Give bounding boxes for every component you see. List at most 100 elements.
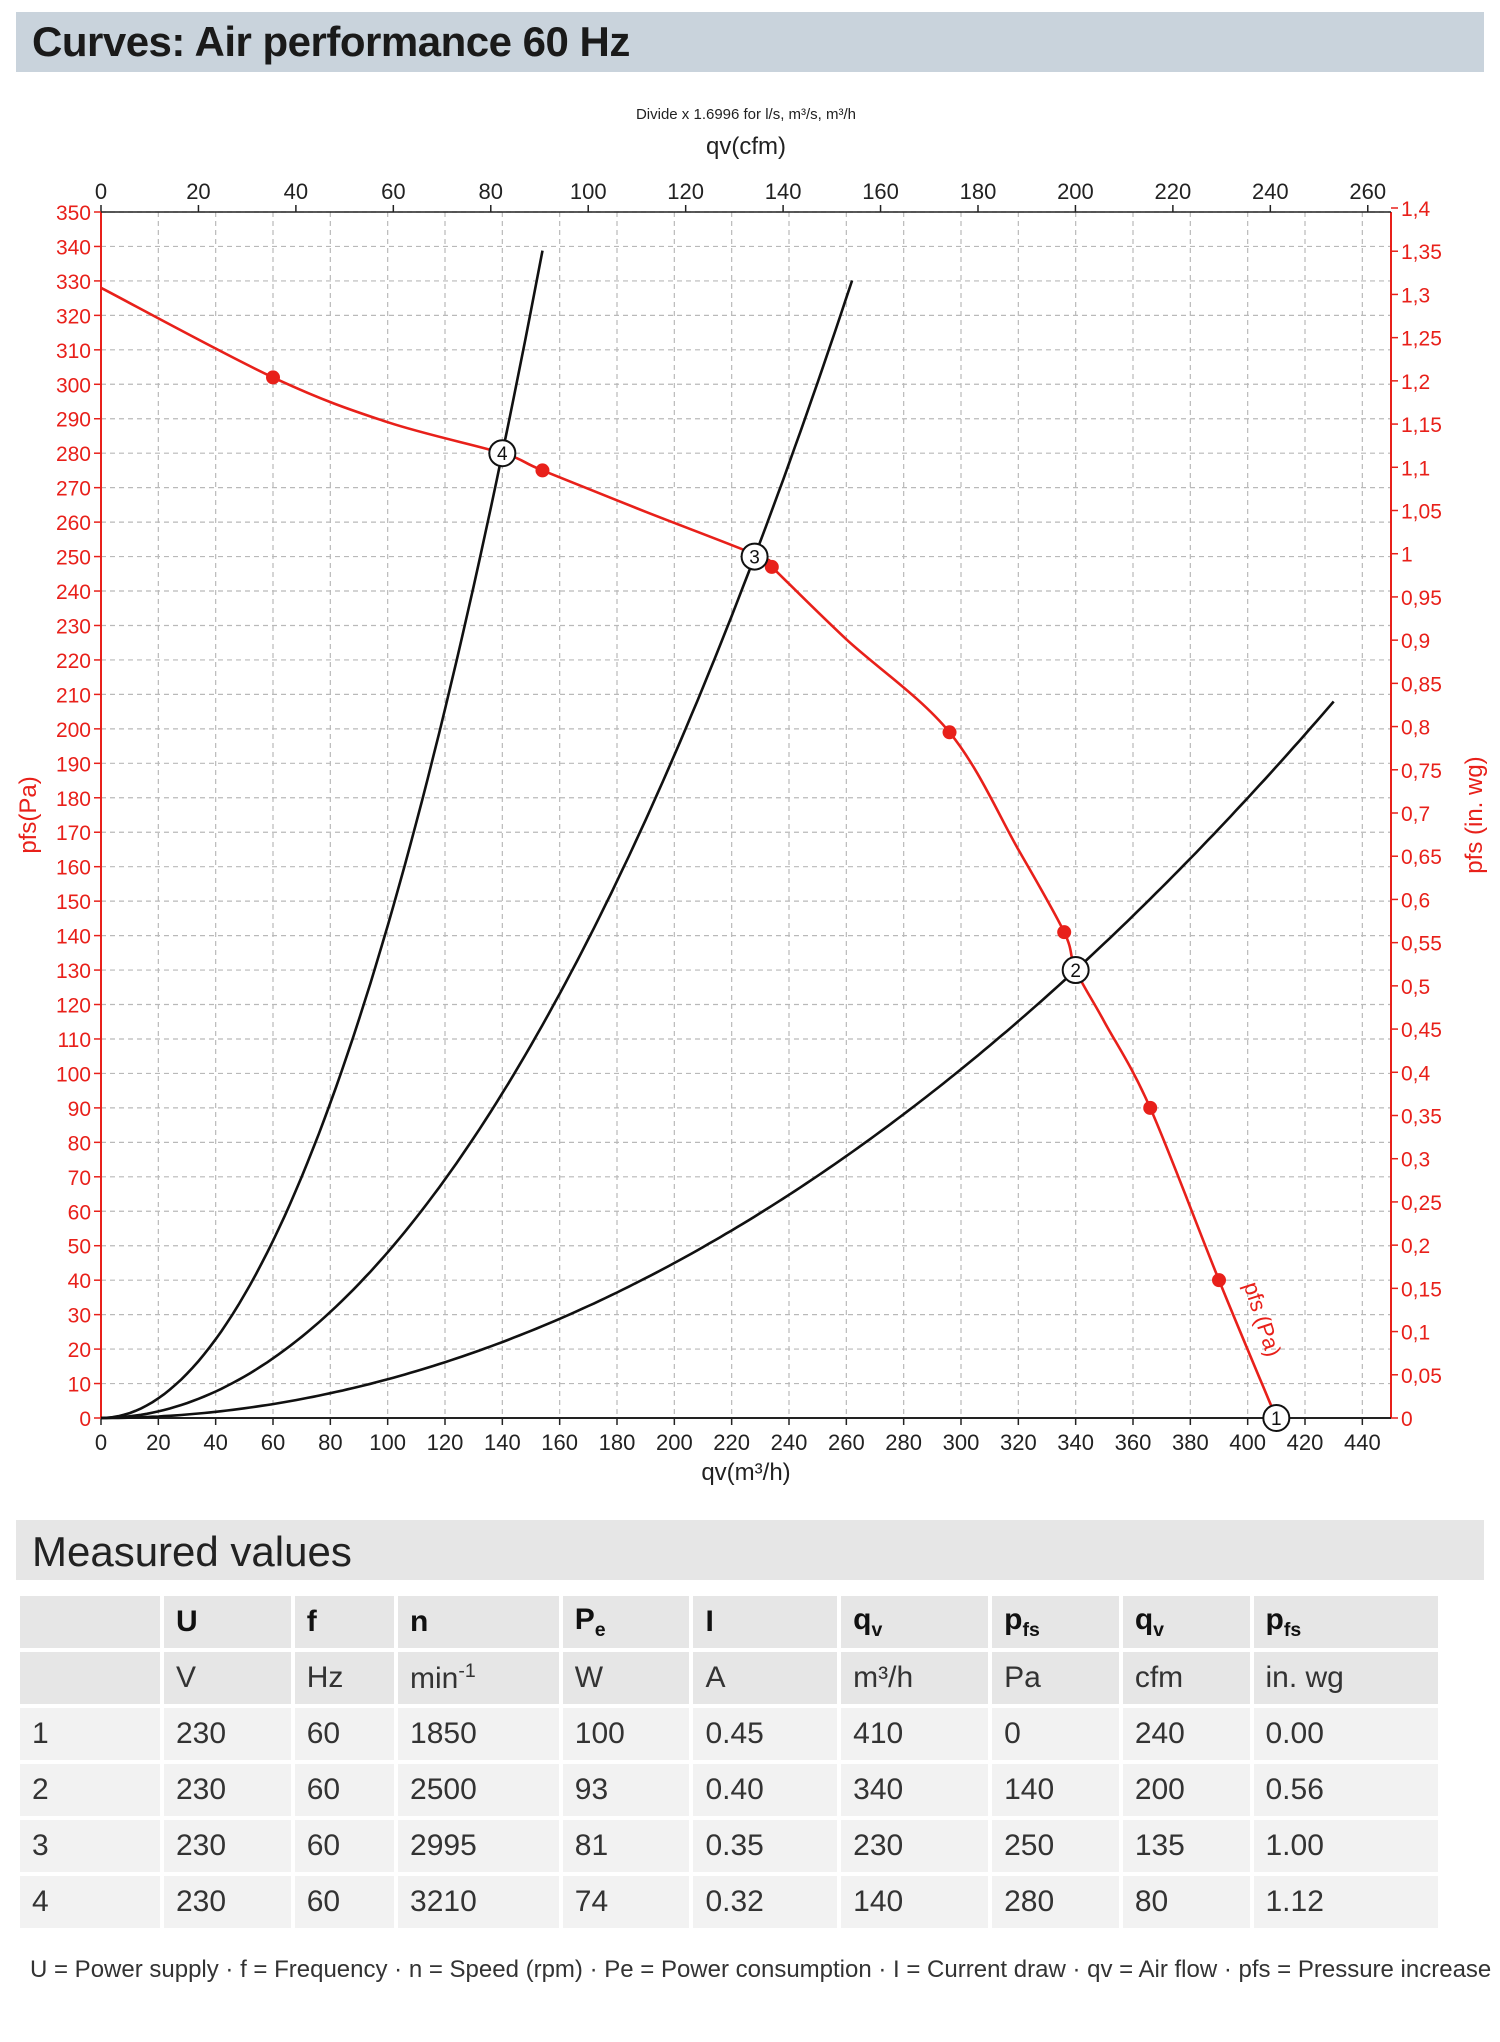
top-tick-label: 180 xyxy=(960,179,997,204)
y-tick-label: 20 xyxy=(68,1339,91,1362)
right-tick-label: 0,1 xyxy=(1401,1322,1430,1345)
table-units-cell: A xyxy=(693,1652,838,1704)
table-cell: 0.40 xyxy=(693,1764,838,1816)
table-row: 1 230 60 1850 100 0.45 410 0 240 0.00 xyxy=(20,1708,1438,1760)
y-tick-label: 130 xyxy=(56,960,91,983)
y-tick-label: 50 xyxy=(68,1236,91,1259)
page-title: Curves: Air performance 60 Hz xyxy=(32,18,630,65)
y-tick-label: 110 xyxy=(58,1029,91,1052)
y-tick-label: 270 xyxy=(56,478,91,501)
x-tick-label: 60 xyxy=(261,1430,285,1455)
right-tick-label: 1,35 xyxy=(1401,241,1442,264)
top-tick-label: 40 xyxy=(284,179,308,204)
y-tick-label: 280 xyxy=(56,443,91,466)
y-tick-label: 140 xyxy=(56,926,91,949)
x-tick-label: 320 xyxy=(1000,1430,1037,1455)
right-tick-label: 0,4 xyxy=(1401,1062,1431,1085)
x-tick-label: 440 xyxy=(1344,1430,1381,1455)
x-tick-label: 280 xyxy=(885,1430,922,1455)
table-cell: 60 xyxy=(294,1764,395,1816)
table-cell: 100 xyxy=(562,1708,690,1760)
y-tick-label: 180 xyxy=(56,788,91,811)
table-cell: 60 xyxy=(294,1876,395,1928)
y-tick-label: 170 xyxy=(56,822,91,845)
top-tick-label: 260 xyxy=(1349,179,1386,204)
y-tick-label: 350 xyxy=(56,202,91,225)
right-tick-label: 0,6 xyxy=(1401,889,1430,912)
right-tick-label: 0,15 xyxy=(1401,1278,1442,1301)
measured-values-header: Measured values xyxy=(16,1520,1484,1580)
y-tick-label: 160 xyxy=(56,857,91,880)
table-cell: 93 xyxy=(562,1764,690,1816)
table-row: 2 230 60 2500 93 0.40 340 140 200 0.56 xyxy=(20,1764,1438,1816)
table-cell: 0.45 xyxy=(693,1708,838,1760)
system-curve xyxy=(100,280,854,1420)
table-header-cell: pfs xyxy=(1253,1596,1438,1648)
x-tick-label: 100 xyxy=(369,1430,406,1455)
right-tick-label: 0,45 xyxy=(1401,1019,1442,1042)
table-cell: 1850 xyxy=(398,1708,559,1760)
x-tick-label: 380 xyxy=(1172,1430,1209,1455)
table-cell: 2995 xyxy=(398,1820,559,1872)
table-cell: 3 xyxy=(20,1820,160,1872)
operating-point-1 xyxy=(1262,1404,1291,1432)
table-cell: 230 xyxy=(841,1820,989,1872)
system-curve xyxy=(101,700,1335,1420)
x-tick-label: 160 xyxy=(541,1430,578,1455)
table-cell: 200 xyxy=(1122,1764,1250,1816)
table-cell: 1 xyxy=(20,1708,160,1760)
table-cell: 140 xyxy=(841,1876,989,1928)
top-tick-label: 100 xyxy=(570,179,607,204)
table-cell: 4 xyxy=(20,1876,160,1928)
table-units-cell: W xyxy=(562,1652,690,1704)
y-tick-label: 320 xyxy=(56,305,91,328)
right-tick-label: 1,25 xyxy=(1401,328,1442,351)
y-tick-label: 80 xyxy=(68,1132,91,1155)
y-tick-label: 290 xyxy=(56,409,91,432)
table-cell: 230 xyxy=(164,1876,291,1928)
table-cell: 410 xyxy=(841,1708,989,1760)
right-tick-label: 1,05 xyxy=(1401,501,1442,524)
y-tick-label: 200 xyxy=(56,719,91,742)
y-tick-label: 230 xyxy=(56,615,91,638)
table-cell: 81 xyxy=(562,1820,690,1872)
right-tick-label: 0 xyxy=(1401,1408,1413,1431)
y-axis-label-right: pfs (in. wg) xyxy=(1461,756,1488,873)
x-tick-label: 300 xyxy=(943,1430,980,1455)
operating-point-label: 2 xyxy=(1070,961,1081,982)
right-tick-label: 1,4 xyxy=(1401,198,1431,221)
system-curve xyxy=(100,250,544,1420)
table-units-cell: in. wg xyxy=(1253,1652,1438,1704)
right-tick-label: 0,05 xyxy=(1401,1365,1442,1388)
table-units-cell: Hz xyxy=(294,1652,395,1704)
y-tick-label: 190 xyxy=(56,753,91,776)
top-tick-label: 140 xyxy=(765,179,802,204)
table-units-cell: V xyxy=(164,1652,291,1704)
top-axis-label: qv(cfm) xyxy=(706,133,786,160)
table-cell: 280 xyxy=(992,1876,1119,1928)
y-axis-label-left: pfs(Pa) xyxy=(15,776,42,853)
page-header: Curves: Air performance 60 Hz xyxy=(16,12,1484,72)
table-cell: 1.12 xyxy=(1253,1876,1438,1928)
operating-point-label: 4 xyxy=(497,444,508,465)
operating-point-4 xyxy=(488,439,517,468)
right-tick-label: 1,15 xyxy=(1401,414,1442,437)
top-tick-label: 80 xyxy=(479,179,503,204)
table-cell: 74 xyxy=(562,1876,690,1928)
table-cell: 230 xyxy=(164,1764,291,1816)
x-tick-label: 120 xyxy=(427,1430,464,1455)
y-tick-label: 30 xyxy=(68,1305,91,1328)
right-tick-label: 0,75 xyxy=(1401,760,1442,783)
table-header-cell: qv xyxy=(841,1596,989,1648)
x-tick-label: 240 xyxy=(771,1430,808,1455)
right-tick-label: 0,95 xyxy=(1401,587,1442,610)
top-tick-label: 200 xyxy=(1057,179,1094,204)
top-tick-label: 220 xyxy=(1155,179,1192,204)
x-tick-label: 80 xyxy=(318,1430,342,1455)
right-tick-label: 0,55 xyxy=(1401,933,1442,956)
operating-point-3 xyxy=(740,542,769,571)
table-cell: 60 xyxy=(294,1820,395,1872)
y-tick-label: 70 xyxy=(68,1167,91,1190)
x-axis-label: qv(m³/h) xyxy=(701,1459,790,1486)
